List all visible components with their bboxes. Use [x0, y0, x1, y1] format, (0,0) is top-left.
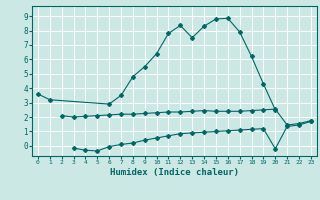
X-axis label: Humidex (Indice chaleur): Humidex (Indice chaleur)	[110, 168, 239, 177]
